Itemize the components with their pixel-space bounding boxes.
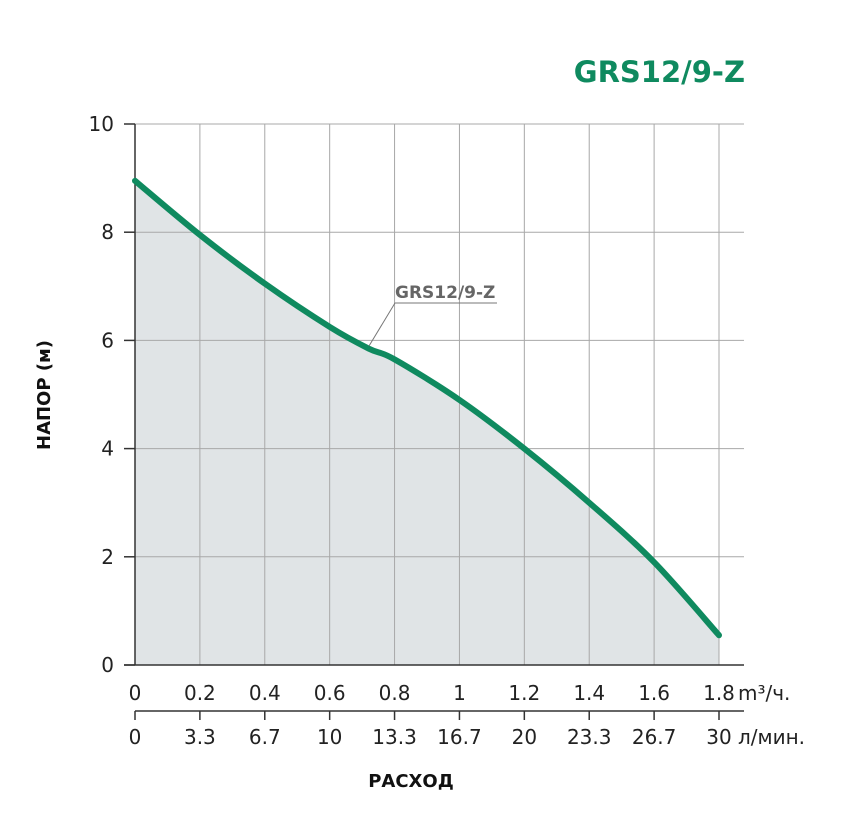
x-tick-label: 0.6	[314, 681, 346, 705]
area-fill	[135, 180, 719, 665]
x-tick-label: 0.4	[249, 681, 281, 705]
x-tick-label: 1.4	[573, 681, 605, 705]
x-tick-label: 0	[129, 681, 142, 705]
x-unit-secondary: л/мин.	[738, 725, 805, 749]
x-secondary-tick-label: 20	[512, 725, 537, 749]
chart-title: GRS12/9-Z	[574, 55, 745, 89]
x-secondary-tick-label: 0	[129, 725, 142, 749]
x-tick-label: 0.8	[379, 681, 411, 705]
x-secondary-tick-label: 10	[317, 725, 342, 749]
area-layer	[135, 180, 719, 665]
y-tick-label: 10	[89, 112, 114, 136]
x-unit-primary: m³/ч.	[738, 681, 790, 705]
x-secondary-tick-label: 3.3	[184, 725, 216, 749]
x-secondary-tick-label: 23.3	[567, 725, 612, 749]
series-label: GRS12/9-Z	[395, 283, 495, 303]
x-tick-label: 1.8	[703, 681, 735, 705]
x-tick-label: 1	[453, 681, 466, 705]
x-tick-label: 1.2	[508, 681, 540, 705]
x-tick-label: 0.2	[184, 681, 216, 705]
series-leader-line	[368, 302, 497, 347]
x-secondary-tick-label: 6.7	[249, 725, 281, 749]
grid-layer	[135, 123, 744, 666]
x-secondary-tick-label: 26.7	[632, 725, 677, 749]
x-axis-title: РАСХОД	[368, 771, 454, 792]
y-tick-label: 2	[101, 545, 114, 569]
y-tick-label: 6	[101, 328, 114, 352]
y-tick-label: 8	[101, 220, 114, 244]
x-secondary-tick-label: 16.7	[437, 725, 482, 749]
curve-layer	[132, 177, 722, 639]
x-secondary-tick-label: 30	[706, 725, 731, 749]
y-axis-title: НАПОР (м)	[34, 340, 55, 450]
x-tick-label: 1.6	[638, 681, 670, 705]
y-tick-label: 4	[101, 437, 114, 461]
series-line	[132, 177, 722, 639]
x-secondary-tick-label: 13.3	[372, 725, 417, 749]
label-layer: GRS12/9-Z	[368, 283, 497, 347]
axis-layer: 0 2 4 6 8 10 0 0.2 0.4 0.6 0.8 1 1.2 1.4 1.6 1.8 m³/ч. 0 3…	[89, 112, 806, 749]
y-tick-label: 0	[101, 653, 114, 677]
